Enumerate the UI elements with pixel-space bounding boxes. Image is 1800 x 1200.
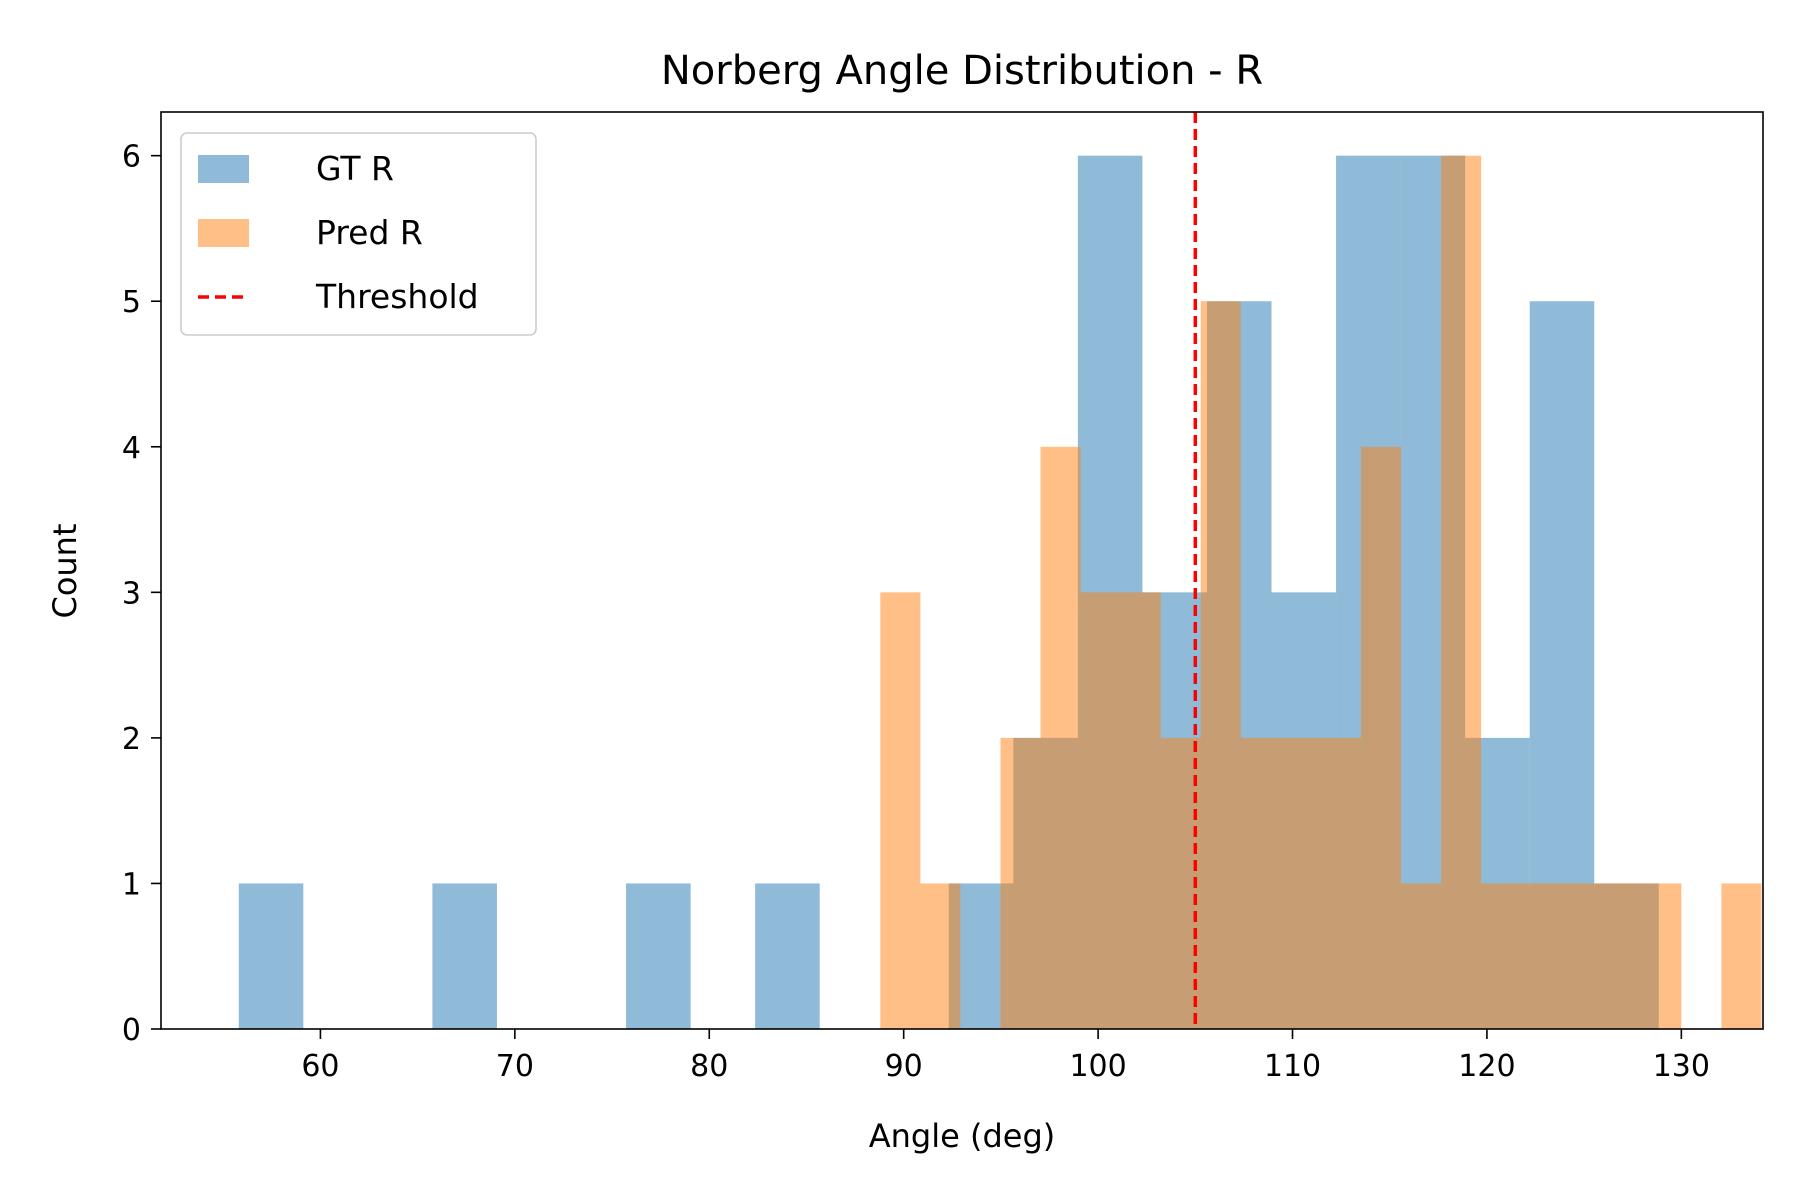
y-axis: 0 1 2 3 4 5 6 — [122, 140, 161, 1048]
bar-pred-17 — [1561, 883, 1602, 1029]
bar-pred-11 — [1320, 737, 1361, 1029]
x-tick-label-130: 130 — [1653, 1049, 1710, 1084]
legend-label-pred: Pred R — [316, 213, 423, 252]
y-tick-label-1: 1 — [122, 867, 141, 902]
bar-pred-9 — [1240, 737, 1281, 1029]
bar-pred-19 — [1641, 883, 1682, 1029]
y-tick-label-4: 4 — [122, 431, 141, 466]
legend: GT R Pred R Threshold — [180, 132, 537, 336]
bar-pred-3 — [1000, 737, 1041, 1029]
x-axis: 60 70 80 90 100 110 120 130 — [301, 1029, 1710, 1084]
x-axis-label: Angle (deg) — [869, 1117, 1056, 1155]
bar-pred-5 — [1080, 592, 1121, 1029]
y-tick-label-0: 0 — [122, 1013, 141, 1048]
bar-gt-6 — [626, 883, 691, 1029]
bar-pred-15 — [1481, 883, 1522, 1029]
bar-pred-13 — [1400, 883, 1442, 1029]
y-tick-label-5: 5 — [122, 285, 141, 320]
bar-pred-21 — [1721, 883, 1762, 1029]
x-tick-label-120: 120 — [1458, 1049, 1515, 1084]
bar-pred-6 — [1120, 592, 1161, 1029]
y-tick-label-3: 3 — [122, 576, 141, 611]
plot-area-frame — [160, 111, 1764, 1030]
legend-frame — [180, 132, 537, 336]
bars-layer — [238, 155, 1762, 1029]
bar-gt-0 — [238, 883, 304, 1029]
bar-gt-8 — [755, 883, 820, 1029]
bar-gt-3 — [432, 883, 497, 1029]
legend-label-threshold: Threshold — [315, 277, 479, 316]
bar-pred-1 — [920, 883, 961, 1029]
bar-pred-0 — [880, 592, 921, 1029]
bar-pred-4 — [1040, 446, 1081, 1029]
bar-pred-12 — [1360, 446, 1401, 1029]
legend-label-gt: GT R — [316, 149, 394, 188]
bar-pred-18 — [1601, 883, 1642, 1029]
x-tick-label-110: 110 — [1264, 1049, 1321, 1084]
legend-swatch-gt — [198, 155, 249, 183]
x-tick-label-70: 70 — [496, 1049, 534, 1084]
bar-pred-10 — [1280, 737, 1321, 1029]
legend-swatch-pred — [198, 219, 249, 247]
y-axis-label: Count — [46, 523, 84, 618]
x-tick-label-60: 60 — [301, 1049, 339, 1084]
bar-pred-8 — [1200, 301, 1241, 1029]
y-tick-label-6: 6 — [122, 140, 141, 175]
chart-title: Norberg Angle Distribution - R — [661, 48, 1263, 94]
x-tick-label-100: 100 — [1069, 1049, 1126, 1084]
bar-pred-14 — [1441, 155, 1482, 1029]
x-tick-label-90: 90 — [885, 1049, 923, 1084]
x-tick-label-80: 80 — [690, 1049, 728, 1084]
y-tick-label-2: 2 — [122, 722, 141, 757]
bar-pred-16 — [1521, 883, 1562, 1029]
